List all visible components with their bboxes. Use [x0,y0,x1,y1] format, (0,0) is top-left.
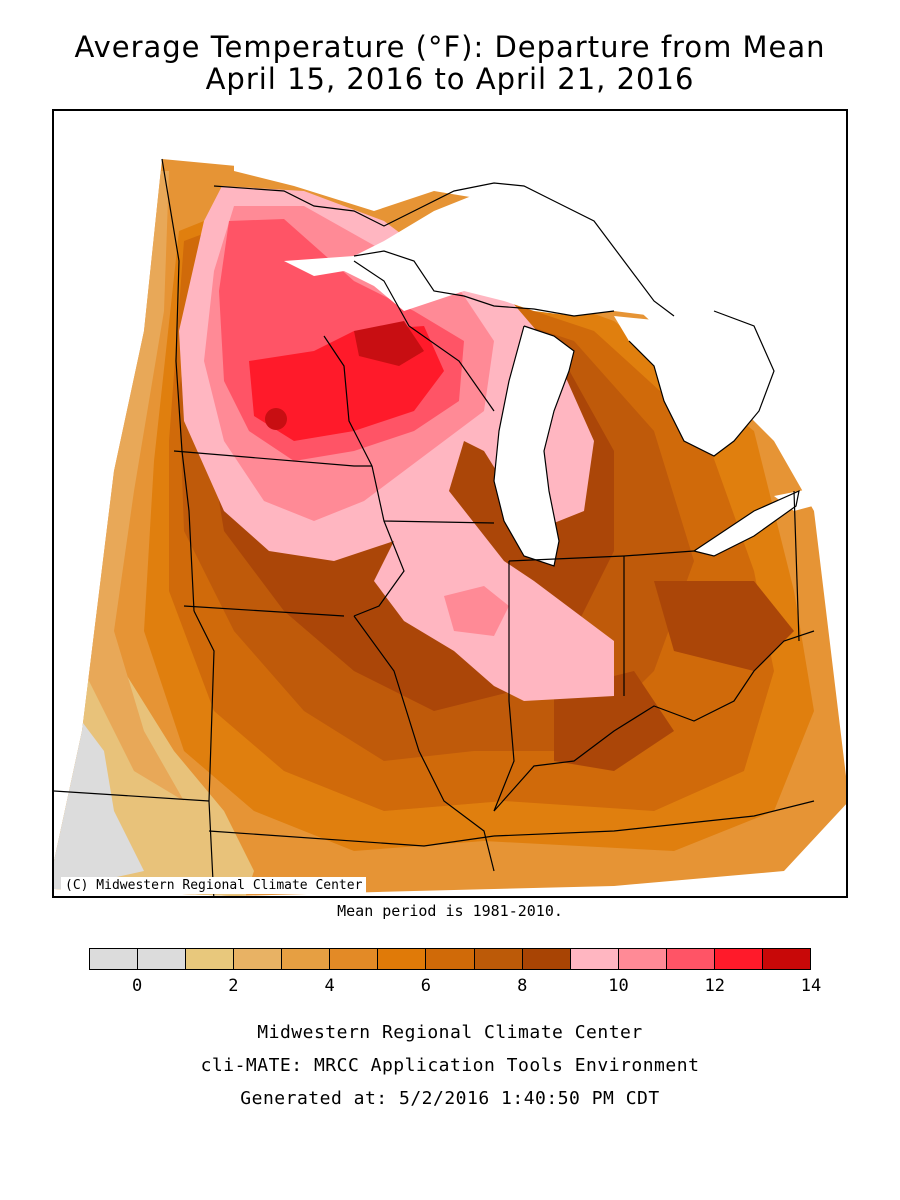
mean-period-note: Mean period is 1981-2010. [337,902,563,920]
border-mo-ar [208,830,495,847]
legend-swatch [666,949,715,969]
legend-swatch [522,949,571,969]
legend-swatch [234,949,283,969]
coastline-superior [213,182,675,317]
border-in-mi [508,555,625,562]
legend-tick-label: 0 [132,976,143,996]
lake-michigan [494,326,574,566]
contour-13f [354,321,424,366]
legend-swatch [90,949,139,969]
border-mn-ia [173,450,372,467]
contour-13f-spot [265,408,287,430]
map-date-range: April 15, 2016 to April 21, 2016 [205,62,695,96]
contour-west-edge-3f [84,171,184,801]
legend-swatch [138,949,187,969]
border-ks-ok [54,790,210,802]
legend-tick-label: 12 [704,976,725,996]
legend-swatch [426,949,475,969]
map-copyright: (C) Midwestern Regional Climate Center [61,877,367,894]
legend-tick-label: 10 [608,976,629,996]
lake-ontario-fragment [774,481,846,511]
legend-tick-label: 6 [420,976,432,996]
footer-generated-at: Generated at: 5/2/2016 1:40:50 PM CDT [240,1088,660,1109]
legend-tick-label: 2 [228,976,239,996]
legend-tick-label: 8 [517,976,528,996]
legend-swatch [474,949,523,969]
border-mn-nd [161,158,183,452]
footer-application: cli-MATE: MRCC Application Tools Environ… [200,1055,700,1076]
border-ia-mo [183,605,345,617]
border-mi-oh [623,550,695,557]
lake-erie [694,491,799,556]
border-mo-ks [193,610,215,896]
legend-swatch [762,949,810,969]
coastline-michigan [493,325,575,567]
legend-swatch [618,949,667,969]
legend-swatch [282,949,331,969]
color-legend-ticks: 0 2 4 6 8 10 12 14 [89,970,821,1000]
boundaries [54,158,815,896]
legend-swatch [378,949,427,969]
legend-swatch [714,949,763,969]
border-ia-il [353,520,405,617]
border-il-in [493,561,515,812]
coastline-superior-south [353,250,615,317]
border-mn-wi [323,335,373,467]
legend-tick-label: 14 [800,976,822,996]
contour-10f-pocket [444,586,509,636]
legend-tick-label: 4 [324,976,335,996]
border-oh-pa [793,490,800,642]
legend-swatch [186,949,235,969]
great-lakes [234,111,846,566]
temperature-departure-map: (C) Midwestern Regional Climate Center [52,109,848,898]
canada-landmass [234,111,846,438]
border-ohio-river [493,630,815,812]
coastline-erie [693,489,800,557]
legend-swatch [330,949,379,969]
coastline-huron [628,310,775,457]
border-wi-mi [353,260,495,412]
color-legend-bar [89,948,811,970]
footer-organization: Midwestern Regional Climate Center [257,1022,643,1043]
map-canvas [54,111,846,896]
border-ky-tn [493,800,815,837]
legend-swatch [570,949,619,969]
border-ia-ne [181,450,195,612]
map-title: Average Temperature (°F): Departure from… [74,30,826,64]
contour-8f-se [654,581,794,671]
